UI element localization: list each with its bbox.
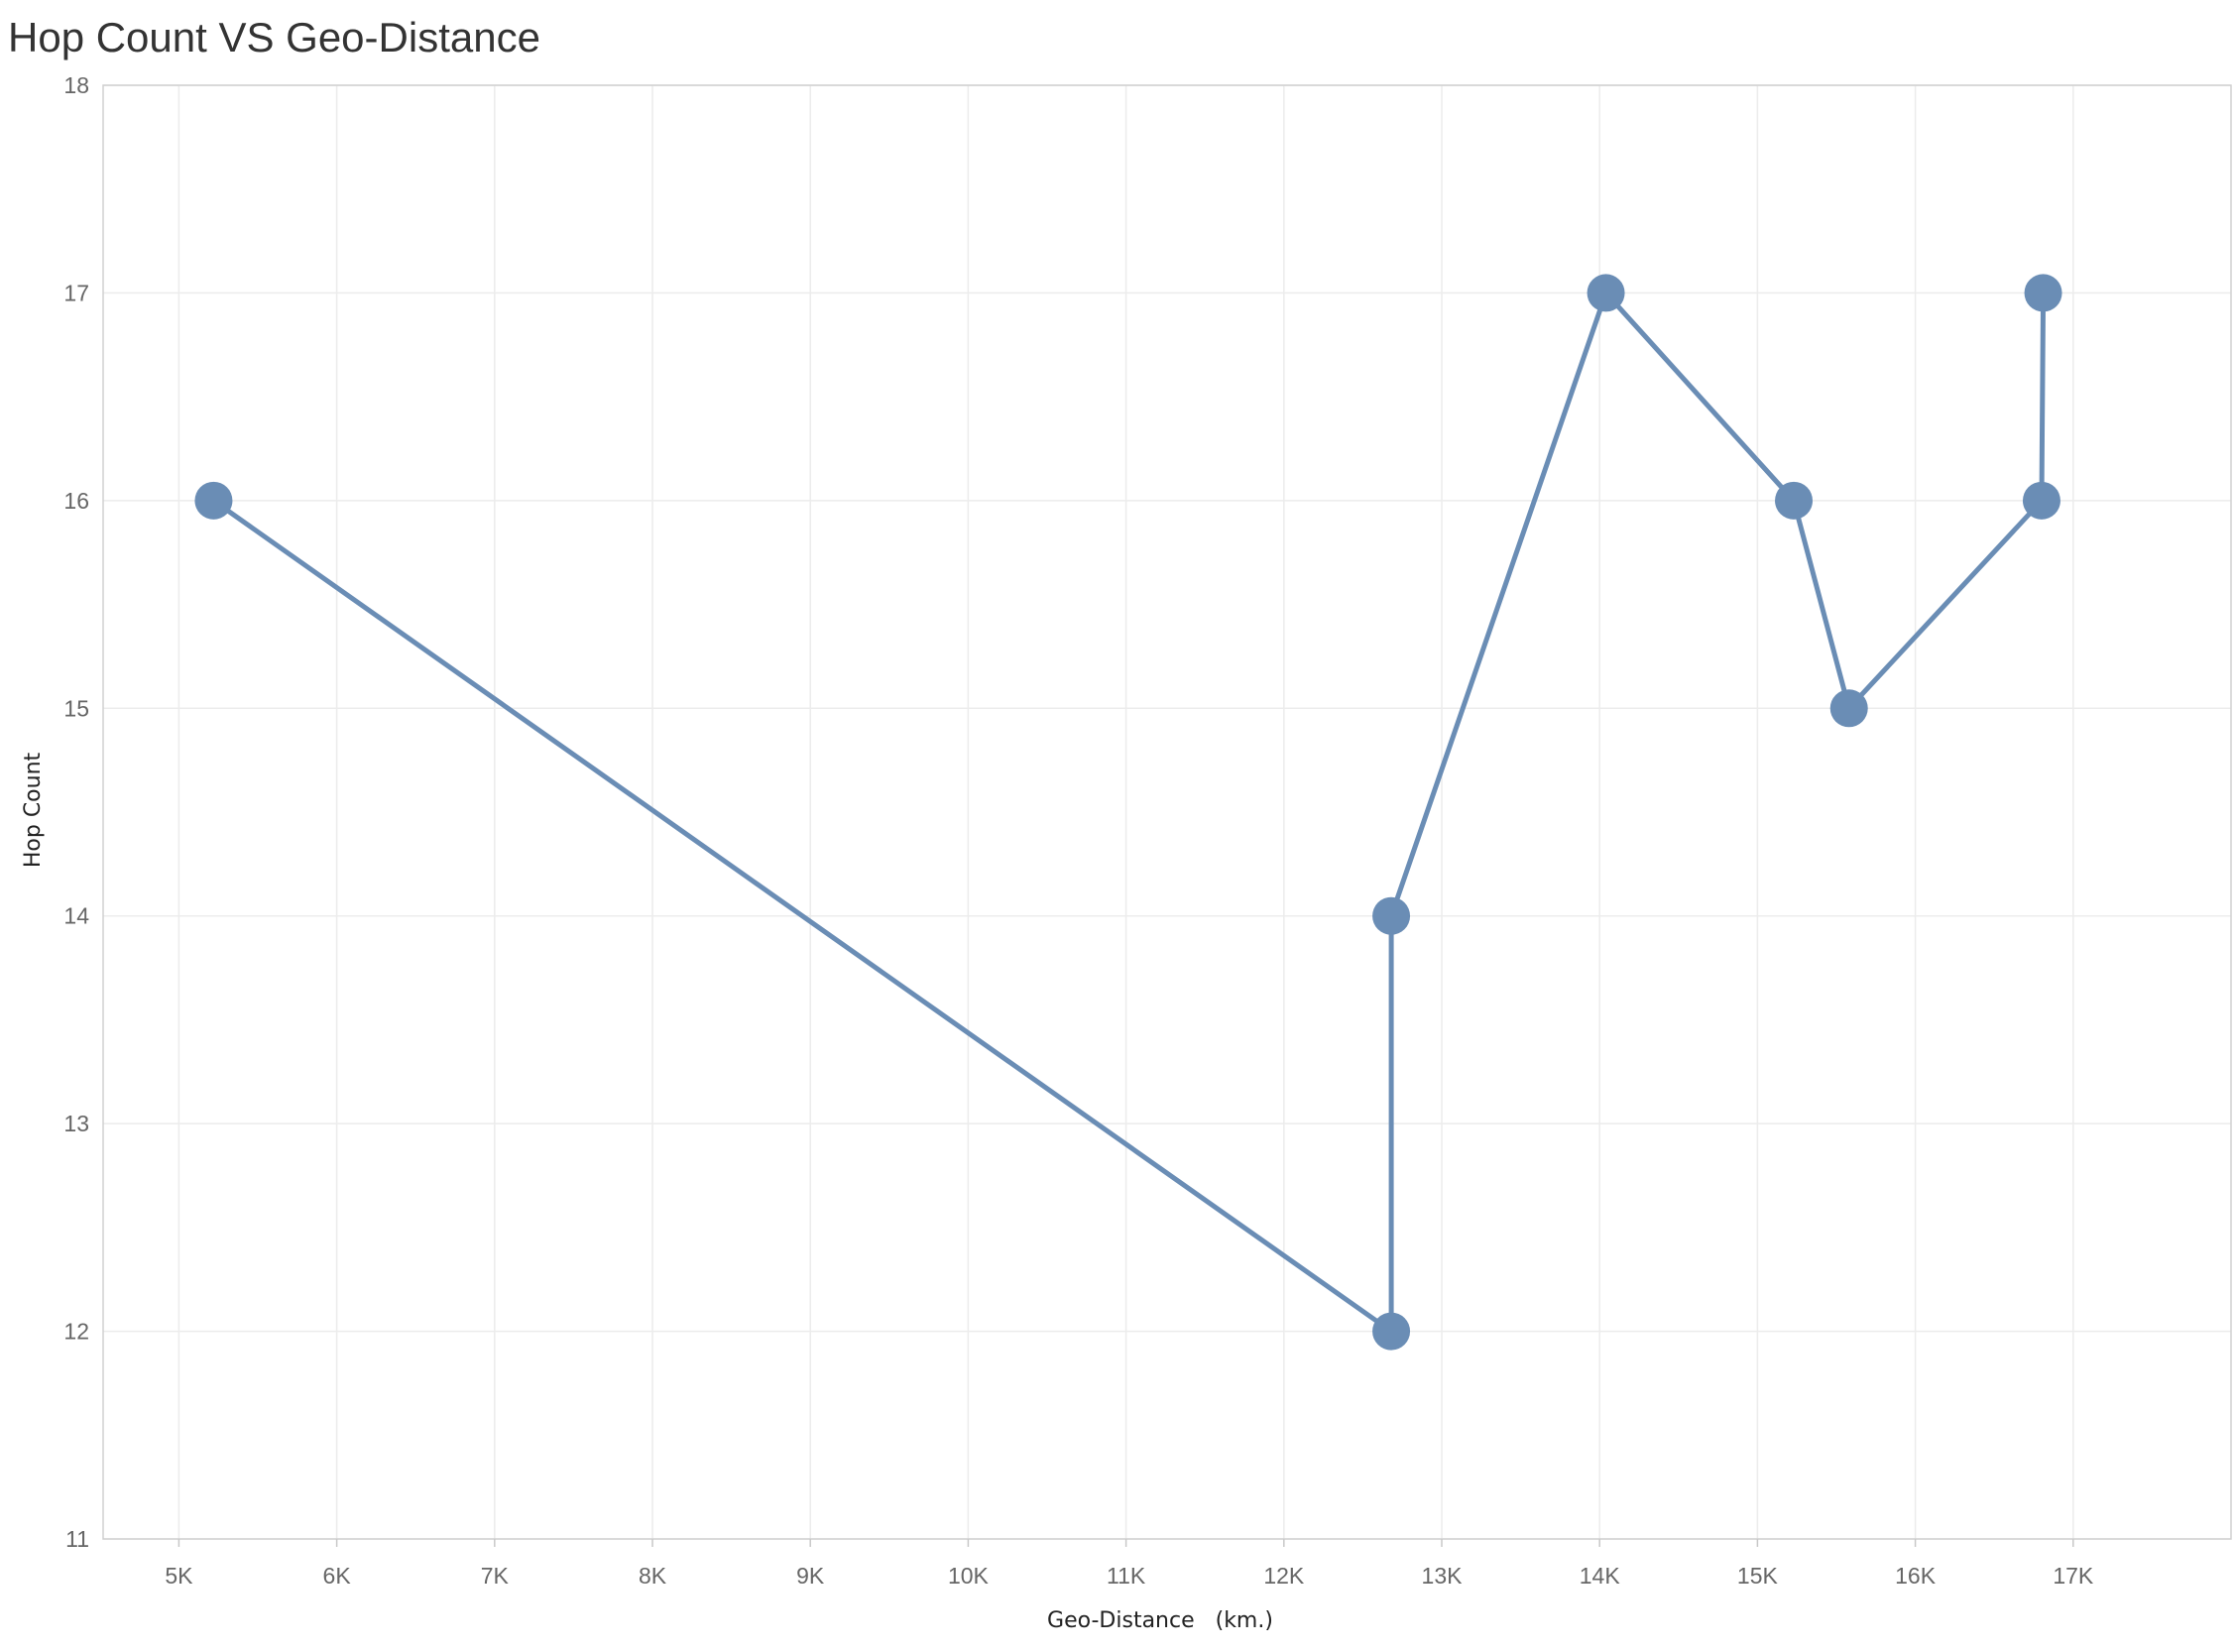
x-tick-label: 8K	[639, 1563, 667, 1589]
x-tick-label: 5K	[165, 1563, 193, 1589]
y-tick-label: 17	[63, 280, 89, 305]
x-tick-label: 6K	[323, 1563, 352, 1589]
y-axis-label: Hop Count	[21, 752, 46, 868]
y-tick-label: 12	[63, 1319, 89, 1345]
x-tick-label: 12K	[1263, 1563, 1305, 1589]
x-tick-label: 13K	[1422, 1563, 1464, 1589]
data-point[interactable]	[1372, 1312, 1411, 1351]
plot-area-frame	[102, 84, 2232, 1540]
series-line-layer	[210, 290, 2047, 1335]
x-tick-label: 11K	[1107, 1563, 1146, 1589]
x-tick-label: 15K	[1737, 1563, 1779, 1589]
x-tick-label: 7K	[481, 1563, 510, 1589]
x-tick-label: 14K	[1580, 1563, 1621, 1589]
x-tick-label: 9K	[796, 1563, 825, 1589]
x-tick-label: 17K	[2053, 1563, 2094, 1589]
data-point[interactable]	[194, 481, 233, 520]
data-point[interactable]	[1587, 274, 1625, 312]
y-tick-label: 18	[63, 72, 89, 98]
y-tick-label: 13	[63, 1111, 89, 1136]
data-point[interactable]	[1775, 481, 1814, 520]
chart-title: Hop Count VS Geo-Distance	[8, 14, 540, 60]
gridlines	[103, 84, 2231, 1540]
data-point[interactable]	[2022, 481, 2060, 520]
series-line	[210, 290, 2047, 1335]
y-tick-label: 14	[63, 903, 89, 929]
y-tick-label: 15	[63, 695, 89, 721]
x-axis-label: Geo-Distance (km.)	[1047, 1608, 1273, 1633]
data-point[interactable]	[1372, 896, 1411, 935]
y-tick-label: 16	[63, 488, 89, 514]
x-tick-label: 10K	[948, 1563, 990, 1589]
data-points	[194, 274, 2062, 1351]
y-tick-label: 11	[65, 1526, 89, 1552]
data-point[interactable]	[2024, 274, 2062, 312]
x-tick-label: 16K	[1895, 1563, 1937, 1589]
data-point[interactable]	[1829, 689, 1868, 728]
x-axis-ticks: 5K 6K 7K 8K 9K 10K 11K 12K 13K 14K 15K 16K 17K	[165, 1539, 2094, 1589]
y-axis-ticks: 11 12 13 14 15 16 17 18	[63, 72, 89, 1552]
